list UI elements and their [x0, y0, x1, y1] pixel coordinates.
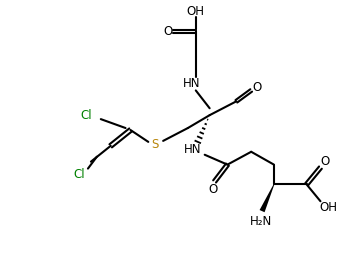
Text: H₂N: H₂N — [250, 215, 272, 228]
Text: O: O — [163, 25, 173, 38]
Text: S: S — [151, 138, 159, 151]
Polygon shape — [259, 184, 274, 212]
Text: O: O — [208, 183, 217, 196]
Text: HN: HN — [183, 77, 201, 90]
Text: OH: OH — [319, 201, 337, 214]
Text: O: O — [321, 155, 330, 168]
Text: Cl: Cl — [73, 168, 85, 181]
Text: HN: HN — [184, 143, 202, 156]
Text: Cl: Cl — [80, 109, 92, 122]
Text: O: O — [252, 81, 262, 94]
Text: OH: OH — [187, 5, 205, 18]
